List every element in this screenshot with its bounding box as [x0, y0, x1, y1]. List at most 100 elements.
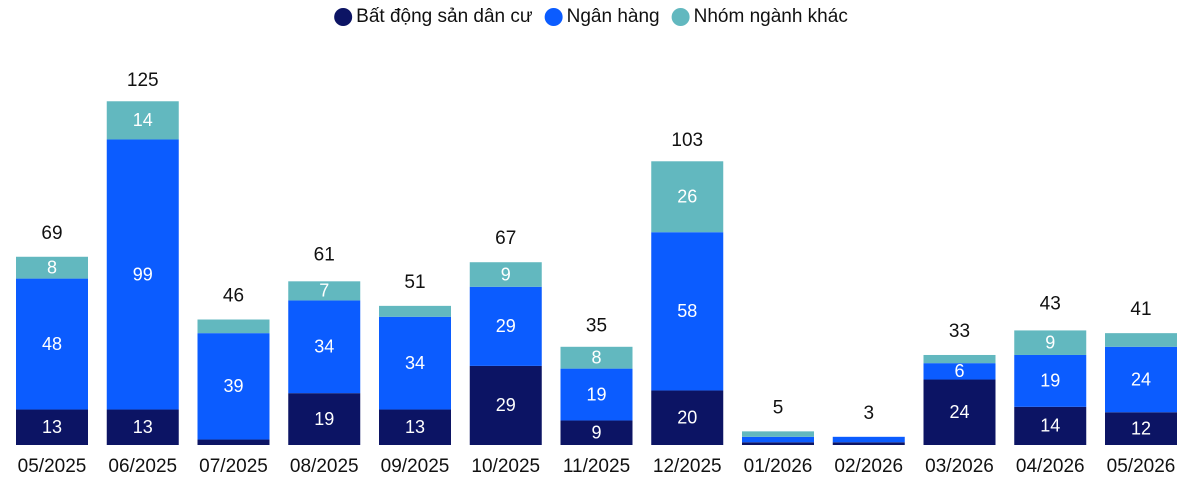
bar-segment	[923, 363, 996, 380]
segment-label: 14	[1040, 416, 1060, 436]
segment-label: 12	[1131, 418, 1151, 438]
bar-segment	[832, 442, 905, 445]
segment-label: 26	[677, 187, 697, 207]
bar-segment	[16, 278, 88, 410]
segment-label: 19	[314, 409, 334, 429]
total-label: 69	[41, 223, 62, 244]
bar-segment	[469, 365, 542, 445]
total-label: 41	[1130, 299, 1151, 320]
bar-segment	[197, 319, 270, 334]
segment-label: 24	[1131, 369, 1151, 389]
segment-label: 9	[1045, 332, 1055, 352]
bar-segment	[197, 439, 270, 445]
segment-label: 34	[314, 337, 334, 357]
x-tick-label: 07/2025	[199, 456, 268, 477]
segment-label: 48	[42, 334, 62, 354]
segment-label: 13	[133, 417, 153, 437]
x-tick-label: 06/2025	[108, 456, 177, 477]
x-tick-label: 11/2025	[563, 456, 630, 477]
total-label: 103	[671, 130, 703, 151]
segment-label: 29	[496, 395, 516, 415]
bar-segment	[1105, 333, 1177, 347]
bar-segment	[651, 390, 724, 445]
bar-segment	[106, 101, 179, 140]
bar-segment	[1014, 406, 1087, 445]
legend-marker	[671, 8, 690, 26]
segment-label: 6	[954, 361, 964, 381]
bar-segment	[1014, 330, 1087, 355]
bar-segment	[832, 436, 905, 443]
total-label: 46	[223, 286, 244, 307]
segment-label: 8	[591, 347, 601, 367]
legend-label: Ngân hàng	[567, 6, 660, 27]
bar-segment	[560, 346, 633, 369]
segment-label: 58	[677, 301, 697, 321]
bar-segment	[1105, 346, 1177, 413]
bar-segment	[106, 139, 179, 410]
bar-segment	[16, 256, 88, 279]
bar-segment	[379, 305, 451, 317]
segment-label: 19	[1040, 371, 1060, 391]
segment-label: 14	[133, 110, 153, 130]
bar-segment	[469, 262, 542, 287]
total-label: 3	[863, 403, 874, 424]
x-tick-label: 04/2026	[1016, 456, 1085, 477]
bar-segment	[651, 161, 724, 233]
total-label: 5	[773, 397, 784, 418]
bar-segment	[288, 281, 361, 301]
total-label: 67	[495, 228, 516, 249]
x-tick-label: 10/2025	[471, 456, 540, 477]
total-label: 125	[127, 70, 159, 91]
bar-segment	[288, 393, 361, 445]
bar-segment	[923, 354, 996, 364]
segment-label: 19	[586, 384, 606, 404]
legend-label: Nhóm ngành khác	[694, 6, 848, 27]
segment-label: 8	[47, 257, 57, 277]
total-label: 51	[404, 272, 425, 293]
bar-segment	[106, 409, 179, 445]
segment-label: 13	[405, 417, 425, 437]
legend-marker	[334, 8, 353, 26]
x-tick-label: 05/2026	[1107, 456, 1176, 477]
bar-segment	[379, 316, 451, 410]
bar-segment	[469, 286, 542, 366]
x-tick-label: 02/2026	[834, 456, 903, 477]
segment-label: 34	[405, 353, 425, 373]
total-label: 43	[1040, 294, 1061, 315]
bar-segment	[742, 436, 814, 443]
x-tick-label: 03/2026	[925, 456, 994, 477]
legend-label: Bất động sản dân cư	[356, 6, 533, 27]
total-label: 35	[586, 316, 607, 337]
x-tick-label: 08/2025	[290, 456, 359, 477]
segment-label: 13	[42, 417, 62, 437]
x-tick-label: 05/2025	[18, 456, 87, 477]
segment-label: 24	[949, 402, 969, 422]
bar-segment	[1105, 412, 1177, 445]
bar-segment	[742, 431, 814, 437]
segment-label: 39	[223, 376, 243, 396]
segment-label: 99	[133, 264, 153, 284]
x-tick-label: 09/2025	[381, 456, 450, 477]
legend-marker	[544, 8, 563, 26]
bar-segment	[923, 379, 996, 445]
segment-label: 9	[591, 422, 601, 442]
segment-label: 29	[496, 316, 516, 336]
segment-label: 7	[319, 281, 329, 301]
bar-segment	[742, 442, 814, 445]
bar-segment	[288, 300, 361, 394]
legend: Bất động sản dân cư Ngân hàng Nhóm ngành k…	[334, 6, 848, 27]
total-label: 61	[314, 245, 335, 266]
total-label: 33	[949, 321, 970, 342]
segment-label: 20	[677, 407, 697, 427]
x-tick-label: 01/2026	[744, 456, 813, 477]
bar-segment	[651, 232, 724, 391]
bar-segment	[560, 368, 633, 421]
bar-segment	[197, 333, 270, 440]
bar-segment	[379, 409, 451, 445]
segment-label: 9	[501, 264, 511, 284]
bar-segment	[16, 409, 88, 445]
bar-segment	[1014, 354, 1087, 407]
bar-segment	[560, 420, 633, 445]
x-tick-label: 12/2025	[653, 456, 722, 477]
